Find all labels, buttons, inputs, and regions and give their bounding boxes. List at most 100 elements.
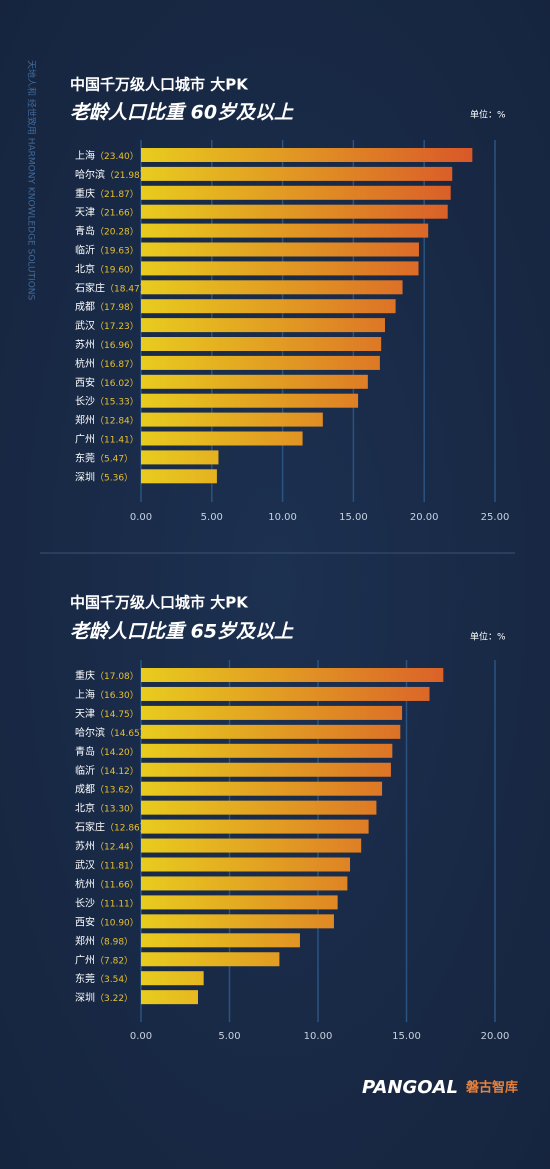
bar xyxy=(141,914,334,929)
value-label: （16.30） xyxy=(95,689,139,700)
category-name: 西安 xyxy=(75,376,95,389)
value-label: （8.98） xyxy=(95,936,133,947)
value-label: （19.63） xyxy=(95,245,139,256)
logo-brand: PANGOAL xyxy=(362,1077,458,1098)
category-label: 哈尔滨（14.65） xyxy=(75,726,149,739)
value-label: （3.22） xyxy=(95,993,133,1004)
value-label: （11.81） xyxy=(95,860,139,871)
category-name: 天津 xyxy=(75,708,95,720)
bar xyxy=(141,819,369,834)
bar xyxy=(141,166,453,181)
value-label: （14.75） xyxy=(95,708,139,719)
value-label: （21.98） xyxy=(105,169,149,180)
x-tick-label: 20.00 xyxy=(481,1031,510,1042)
category-name: 苏州 xyxy=(75,840,95,853)
unit-label: 单位：% xyxy=(470,109,506,121)
bar xyxy=(141,971,204,986)
bar xyxy=(141,952,280,967)
bar xyxy=(141,743,393,758)
category-name: 石家庄 xyxy=(75,821,105,834)
bar xyxy=(141,705,403,720)
value-label: （10.90） xyxy=(95,917,139,928)
category-label: 广州（7.82） xyxy=(75,954,133,966)
bar xyxy=(141,204,448,219)
category-label: 上海（23.40） xyxy=(75,149,139,162)
bar xyxy=(141,223,429,238)
unit-label: 单位：% xyxy=(470,631,506,643)
value-label: （14.65） xyxy=(105,727,149,738)
category-label: 上海（16.30） xyxy=(75,688,139,701)
category-label: 广州（11.41） xyxy=(75,434,139,446)
value-label: （18.47） xyxy=(105,283,149,294)
bar xyxy=(141,469,217,484)
x-tick-label: 25.00 xyxy=(481,512,510,523)
bar xyxy=(141,800,377,815)
category-name: 深圳 xyxy=(75,471,95,483)
bar xyxy=(141,299,396,314)
category-label: 青岛（20.28） xyxy=(75,225,139,238)
category-name: 郑州 xyxy=(75,934,95,947)
value-label: （13.62） xyxy=(95,784,139,795)
category-name: 北京 xyxy=(75,262,95,275)
category-name: 郑州 xyxy=(75,414,95,427)
category-label: 武汉（11.81） xyxy=(75,859,139,872)
category-name: 成都 xyxy=(75,301,95,313)
category-label: 长沙（11.11） xyxy=(75,897,139,909)
value-label: （12.44） xyxy=(95,841,139,852)
value-label: （5.36） xyxy=(95,472,133,483)
value-label: （11.11） xyxy=(95,898,139,909)
bar xyxy=(141,431,303,446)
x-tick-label: 20.00 xyxy=(410,512,439,523)
bar xyxy=(141,280,403,295)
category-label: 深圳（5.36） xyxy=(75,471,133,483)
value-label: （3.54） xyxy=(95,974,133,985)
category-name: 杭州 xyxy=(75,877,95,890)
category-name: 北京 xyxy=(75,802,95,815)
category-label: 西安（10.90） xyxy=(75,915,139,928)
value-label: （16.87） xyxy=(95,358,139,369)
bar xyxy=(141,895,338,910)
category-name: 广州 xyxy=(75,434,95,446)
category-label: 重庆（21.87） xyxy=(75,187,139,200)
category-label: 成都（13.62） xyxy=(75,784,139,796)
category-label: 天津（21.66） xyxy=(75,207,139,219)
category-name: 广州 xyxy=(75,954,95,966)
chart-subtitle: 老龄人口比重 65岁及以上 xyxy=(70,621,294,643)
value-label: （11.41） xyxy=(95,434,139,445)
x-tick-label: 0.00 xyxy=(130,1031,152,1042)
logo-name: 磐古智库 xyxy=(466,1080,518,1096)
category-label: 石家庄（12.86） xyxy=(75,821,149,834)
category-name: 深圳 xyxy=(75,992,95,1004)
category-label: 西安（16.02） xyxy=(75,376,139,389)
category-label: 杭州（11.66） xyxy=(75,877,139,890)
category-name: 东莞 xyxy=(75,451,95,464)
value-label: （15.33） xyxy=(95,396,139,407)
category-label: 北京（19.60） xyxy=(75,262,139,275)
category-label: 北京（13.30） xyxy=(75,802,139,815)
bar xyxy=(141,990,198,1005)
value-label: （21.87） xyxy=(95,188,139,199)
category-name: 石家庄 xyxy=(75,281,105,294)
bar xyxy=(141,838,362,853)
x-tick-label: 0.00 xyxy=(130,512,152,523)
bar xyxy=(141,724,401,739)
bar xyxy=(141,781,383,796)
x-tick-label: 10.00 xyxy=(268,512,297,523)
category-name: 西安 xyxy=(75,915,95,928)
bar xyxy=(141,450,219,465)
value-label: （12.86） xyxy=(105,822,149,833)
category-label: 苏州（12.44） xyxy=(75,840,139,853)
bar xyxy=(141,857,351,872)
category-name: 临沂 xyxy=(75,764,95,777)
bar xyxy=(141,185,451,200)
category-label: 长沙（15.33） xyxy=(75,396,139,408)
value-label: （17.98） xyxy=(95,302,139,313)
chart-title: 中国千万级人口城市 大PK xyxy=(70,594,249,612)
chart-title: 中国千万级人口城市 大PK xyxy=(70,76,249,94)
category-label: 深圳（3.22） xyxy=(75,992,133,1004)
x-tick-label: 5.00 xyxy=(201,512,223,523)
value-label: （13.30） xyxy=(95,803,139,814)
value-label: （17.23） xyxy=(95,321,139,332)
category-label: 临沂（19.63） xyxy=(75,244,139,257)
